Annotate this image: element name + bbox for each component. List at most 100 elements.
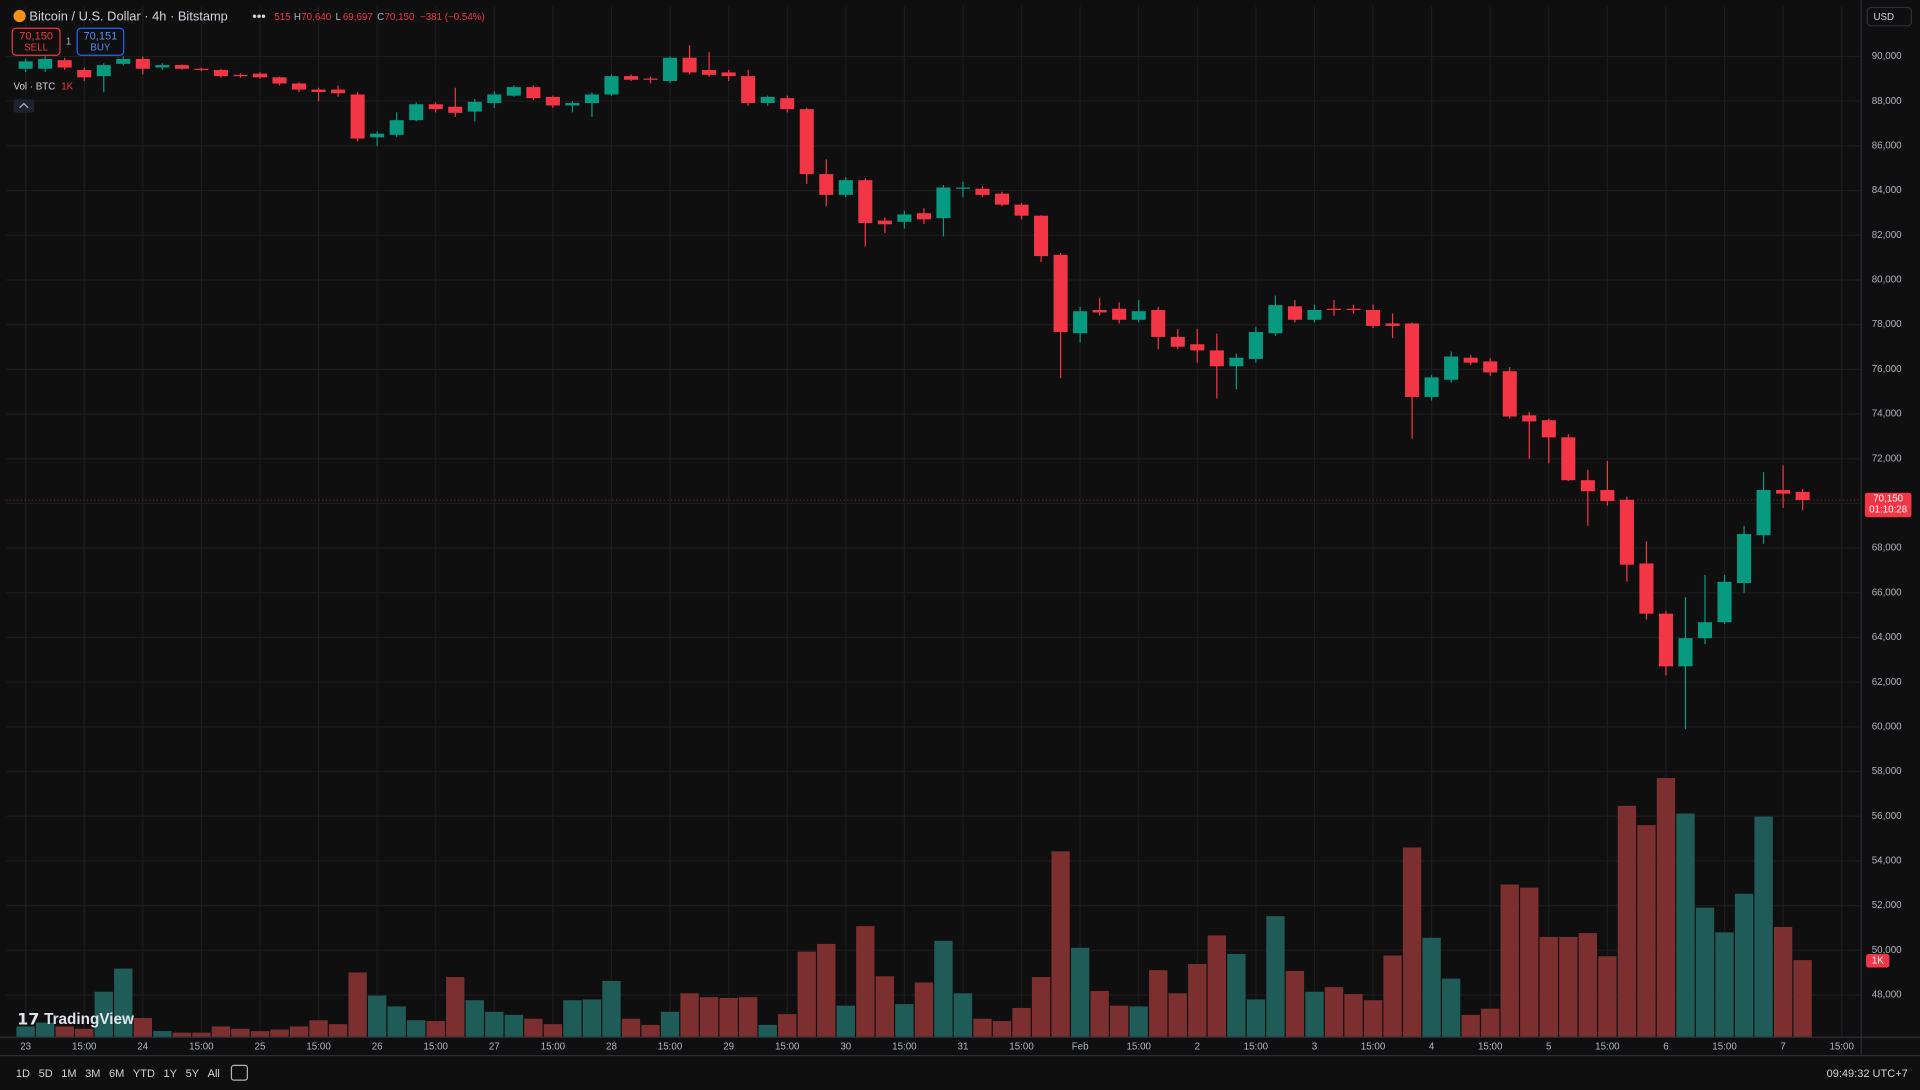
volume-bar [1246, 999, 1266, 1038]
timeframe-button[interactable]: 6M [109, 1068, 124, 1080]
candle-body [741, 76, 756, 104]
candle-body [409, 104, 424, 121]
candle-body [233, 74, 248, 77]
volume-bar [1090, 990, 1109, 1038]
candle-body [760, 96, 775, 104]
volume-bar [582, 999, 602, 1038]
candle-body [1502, 371, 1517, 417]
brand: TradingView [44, 1011, 134, 1028]
x-tick-label: 15:00 [1595, 1042, 1620, 1053]
more-button[interactable]: ••• [252, 9, 266, 24]
candle-body [877, 220, 892, 225]
y-tick-label: 52,000 [1872, 900, 1902, 911]
volume-bar [35, 1022, 55, 1038]
volume-bar [1285, 970, 1305, 1038]
price-pane [6, 45, 1862, 730]
buy-button[interactable] [76, 27, 125, 56]
x-tick-label: 15:00 [541, 1042, 566, 1053]
y-tick-label: 76,000 [1872, 364, 1902, 375]
candle-body [604, 76, 619, 95]
sell-label: SELL [24, 42, 48, 53]
candle-body [428, 104, 443, 110]
timeframe-button[interactable]: 5Y [186, 1068, 200, 1080]
volume-bar [16, 1026, 35, 1038]
volume-bar [1734, 893, 1754, 1038]
timeframe-button[interactable]: All [208, 1068, 220, 1080]
volume-bar [660, 1011, 680, 1038]
x-tick-label: 7 [1780, 1042, 1785, 1053]
volume-bar [211, 1026, 231, 1038]
volume-bar [328, 1024, 348, 1038]
volume-bar [1637, 825, 1656, 1038]
volume-bar [1266, 916, 1285, 1038]
volume-bar [133, 1017, 152, 1038]
currency: USD [1873, 12, 1894, 23]
x-tick-label: 15:00 [423, 1042, 448, 1053]
date-range-icon[interactable] [230, 1064, 248, 1081]
x-tick-label: 15:00 [892, 1042, 917, 1053]
volume-bar [1305, 991, 1324, 1038]
volume-pane [16, 778, 1812, 1038]
candle-body [77, 69, 92, 78]
volume-bar [1559, 936, 1578, 1038]
volume-bar [875, 976, 895, 1038]
timeframe-button[interactable]: 5D [39, 1068, 53, 1080]
candle-body [194, 68, 209, 70]
low-label: L [336, 12, 342, 23]
x-tick-label: 15:00 [1361, 1042, 1386, 1053]
x-tick-label: 26 [372, 1042, 383, 1053]
candle-body [799, 109, 814, 175]
volume-bar [1149, 970, 1168, 1038]
volume-bar [817, 943, 836, 1038]
candle-body [623, 76, 639, 80]
candle-body [1756, 489, 1771, 536]
currency-button[interactable] [1866, 6, 1913, 27]
volume-bar [543, 1024, 563, 1038]
candle-body [994, 193, 1010, 205]
y-tick-label: 74,000 [1872, 409, 1902, 420]
axes: 48,000 50,000 52,000 54,000 56,000 58,000 60,0… [20, 51, 1912, 1053]
volume-bar [1168, 993, 1187, 1038]
candle-body [1131, 311, 1146, 320]
timeframe-button[interactable]: 1Y [164, 1068, 178, 1080]
timeframe-button[interactable]: YTD [133, 1068, 155, 1080]
y-tick-label: 78,000 [1872, 319, 1902, 330]
sell-button[interactable] [11, 27, 61, 56]
volume-bar [1461, 1014, 1480, 1038]
volume-bar [1793, 960, 1812, 1038]
y-tick-label: 56,000 [1872, 811, 1902, 822]
candle-body [1483, 361, 1498, 373]
volume-bar [114, 968, 133, 1038]
candle-body [916, 213, 931, 220]
timeframe-button[interactable]: 3M [85, 1068, 100, 1080]
volume-bar [1129, 1006, 1148, 1038]
candle-body [721, 72, 736, 77]
timeframe-button[interactable]: 1D [16, 1068, 30, 1080]
change-value: −381 (−0.54%) [420, 12, 485, 23]
volume-bar [1188, 963, 1207, 1038]
volume-bar [699, 997, 719, 1038]
volume-bar [1363, 1000, 1383, 1038]
y-tick-label: 88,000 [1872, 96, 1902, 107]
volume-bar [75, 1028, 94, 1038]
candle-body [682, 57, 697, 73]
high-label: H [294, 12, 301, 23]
symbol-title[interactable]: Bitcoin / U.S. Dollar · 4h · Bitstamp [29, 9, 227, 24]
candle-body [1307, 309, 1322, 320]
volume-legend: Vol · BTC [13, 82, 55, 93]
volume-bar [426, 1021, 445, 1038]
timeframe-button[interactable]: 1M [61, 1068, 76, 1080]
x-tick-label: 15:00 [1829, 1042, 1854, 1053]
timeframe-bar: 1D 5D 1M 3M 6M YTD 1Y 5Y All [16, 1068, 220, 1080]
candle-body [1092, 309, 1107, 313]
volume-bar [504, 1014, 524, 1038]
candle-body [663, 57, 678, 81]
volume-bar [289, 1026, 309, 1038]
candle-body [1268, 305, 1283, 334]
candle-body [1014, 204, 1029, 216]
collapse-button[interactable] [13, 99, 35, 113]
volume-bar [914, 982, 934, 1038]
volume-bar [680, 993, 699, 1038]
